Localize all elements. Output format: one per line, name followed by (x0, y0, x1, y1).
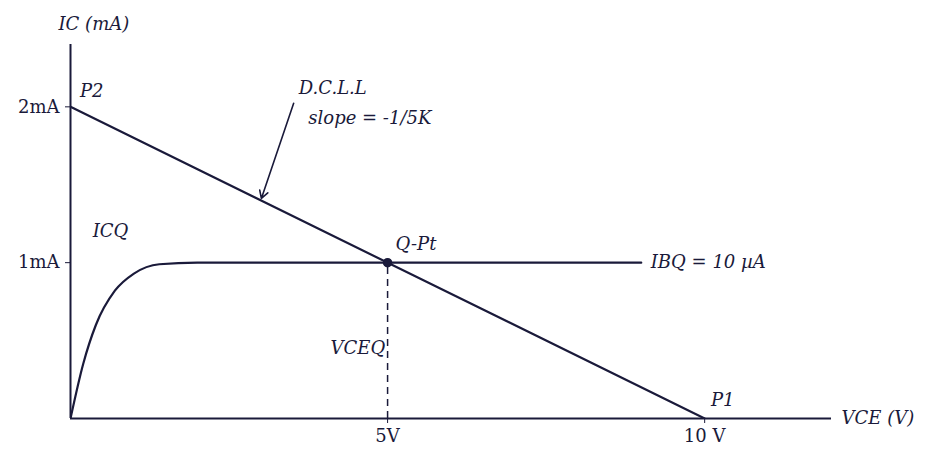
svg-text:5V: 5V (375, 425, 400, 446)
svg-text:2mA: 2mA (18, 96, 61, 117)
svg-text:VCE (V): VCE (V) (842, 407, 915, 428)
svg-text:IBQ = 10 µA: IBQ = 10 µA (650, 251, 766, 272)
svg-text:ICQ: ICQ (92, 220, 129, 241)
svg-text:VCEQ: VCEQ (331, 337, 386, 358)
svg-text:slope = -1/5K: slope = -1/5K (308, 107, 433, 128)
svg-text:P2: P2 (79, 80, 104, 101)
svg-text:1mA: 1mA (18, 251, 61, 272)
svg-text:D.C.L.L: D.C.L.L (298, 77, 367, 98)
svg-text:Q-Pt: Q-Pt (396, 233, 438, 254)
svg-text:IC (mA): IC (mA) (58, 13, 130, 34)
svg-text:10 V: 10 V (684, 425, 727, 446)
svg-text:P1: P1 (710, 389, 735, 410)
